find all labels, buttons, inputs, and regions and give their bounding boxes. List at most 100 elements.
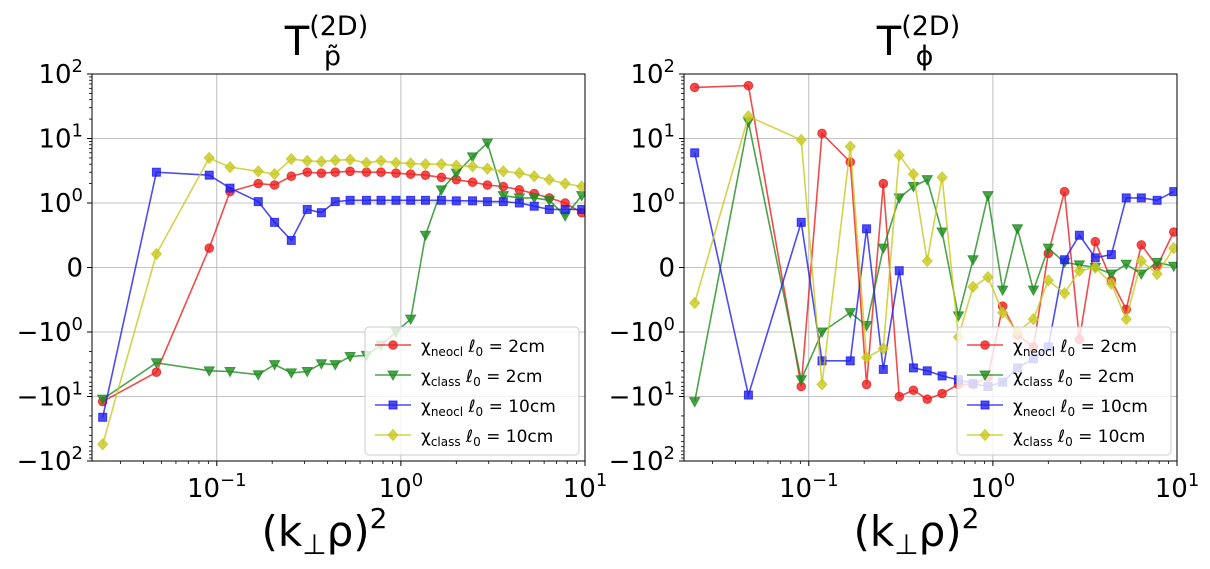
data-point — [285, 152, 297, 166]
y-tick-label: 102 — [630, 56, 675, 90]
data-point — [420, 170, 431, 180]
data-point — [921, 254, 933, 268]
data-point — [513, 193, 526, 204]
data-point — [937, 371, 947, 381]
legend-item: χclass ℓ0 = 10cm — [375, 427, 553, 449]
y-tick-label: 0 — [658, 254, 675, 284]
data-point — [405, 169, 416, 179]
data-point — [419, 230, 432, 242]
data-point — [436, 172, 447, 183]
legend-label: χclass ℓ0 = 10cm — [1013, 427, 1145, 449]
data-point — [544, 204, 554, 214]
legend-ell: ℓ — [465, 367, 473, 387]
data-point — [514, 198, 524, 208]
y-tick-sign: − — [17, 383, 39, 413]
data-point — [150, 247, 163, 261]
y-tick-label: 101 — [38, 121, 83, 155]
y-tick-exp: 2 — [664, 443, 675, 464]
data-point — [577, 204, 585, 214]
data-point — [329, 360, 342, 371]
legend-label: χclass ℓ0 = 2cm — [421, 367, 542, 389]
data-point — [151, 367, 162, 377]
data-point — [560, 204, 570, 214]
x-tick-base: 10 — [563, 474, 596, 504]
data-point — [543, 173, 555, 186]
y-tick-base: 10 — [630, 447, 663, 477]
legend-ell-sub: 0 — [476, 345, 484, 359]
x-tick-label: 10−1 — [187, 470, 247, 504]
legend-marker — [387, 428, 399, 442]
xlabel-subscript: ⊥ — [894, 528, 918, 561]
data-point — [1136, 193, 1146, 203]
legend-marker — [979, 370, 991, 382]
y-tick-base: 10 — [38, 383, 71, 413]
data-point — [482, 197, 492, 207]
x-tick-label: 100 — [971, 470, 1016, 504]
legend-ell: ℓ — [1057, 367, 1065, 387]
data-point — [253, 197, 263, 207]
data-point — [922, 394, 933, 404]
data-point — [878, 178, 889, 189]
data-point — [1073, 264, 1086, 277]
series-group — [96, 138, 585, 451]
data-point — [743, 390, 753, 400]
data-point — [330, 197, 340, 207]
x-tick-base: 10 — [779, 474, 812, 504]
data-point — [795, 133, 807, 147]
data-point — [268, 167, 281, 181]
data-point — [1168, 241, 1177, 255]
data-point — [817, 128, 827, 139]
legend-item: χneocl ℓ0 = 2cm — [375, 337, 545, 359]
y-tick-label: 100 — [38, 185, 83, 219]
y-tick-sign: − — [609, 383, 631, 413]
legend-box — [364, 326, 580, 456]
data-point — [315, 359, 328, 370]
data-point — [1120, 259, 1133, 271]
data-point — [390, 156, 402, 170]
data-point — [1042, 243, 1055, 255]
data-point — [286, 171, 297, 182]
data-point — [1167, 261, 1177, 273]
data-point — [844, 140, 856, 153]
legend-ell: ℓ — [465, 427, 473, 447]
data-point — [1151, 267, 1163, 281]
x-tick-base: 10 — [379, 474, 412, 504]
legend-chi-sub: class — [1023, 435, 1053, 449]
y-tick-label: 100 — [630, 185, 675, 219]
xlabel-superscript: 2 — [370, 502, 388, 535]
y-tick-exp: 2 — [72, 56, 83, 77]
legend-ell: ℓ — [468, 337, 476, 357]
data-point — [688, 397, 701, 408]
y-tick-exp: 1 — [664, 121, 675, 142]
data-point — [844, 308, 857, 319]
series-neocl-2 — [98, 167, 585, 422]
legend-chi: χ — [1013, 367, 1023, 387]
legend-item: χneocl ℓ0 = 2cm — [967, 337, 1137, 359]
data-point — [376, 195, 386, 205]
title-main: T — [284, 19, 310, 65]
y-tick-exp: 0 — [72, 314, 83, 335]
data-point — [302, 167, 313, 178]
data-point — [860, 351, 873, 364]
legend-marker — [980, 400, 990, 410]
legend-marker — [387, 370, 399, 382]
data-point — [345, 195, 355, 205]
data-point — [316, 208, 326, 218]
y-tick-sign: − — [609, 447, 631, 477]
y-tick-base: 10 — [38, 318, 71, 348]
legend-ell-sub: 0 — [473, 435, 481, 449]
data-point — [795, 375, 808, 386]
legend-item: χclass ℓ0 = 10cm — [967, 427, 1145, 449]
data-point — [301, 367, 314, 378]
legend-marker — [388, 400, 398, 410]
data-point — [1136, 240, 1147, 250]
data-point — [404, 314, 417, 326]
data-point — [1027, 285, 1040, 297]
x-axis-label: (k⊥ρ)2 — [854, 502, 980, 561]
data-point — [1090, 236, 1101, 247]
data-point — [1059, 186, 1070, 197]
data-point — [481, 162, 494, 175]
legend-ell-sub: 0 — [1065, 375, 1073, 389]
data-point — [360, 156, 373, 170]
